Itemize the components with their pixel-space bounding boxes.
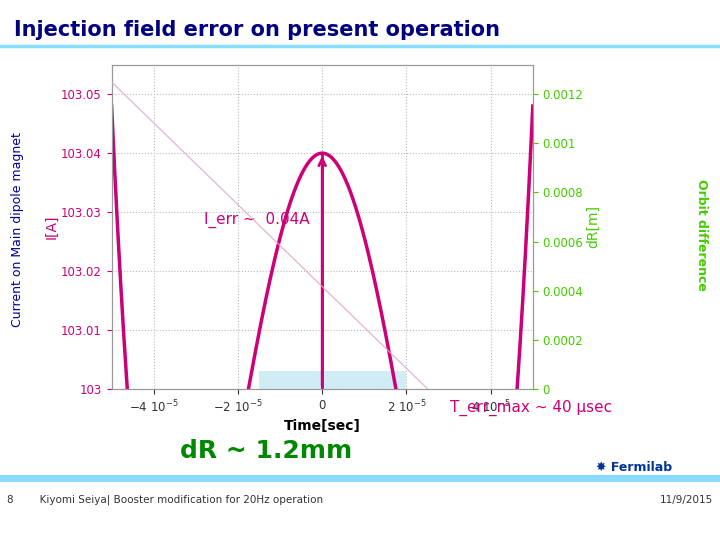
Text: Orbit difference: Orbit difference <box>696 179 708 291</box>
Bar <box>259 371 406 389</box>
Y-axis label: dR[m]: dR[m] <box>586 205 600 248</box>
Text: I_err ~  0.04A: I_err ~ 0.04A <box>204 212 310 228</box>
X-axis label: Time[sec]: Time[sec] <box>284 419 361 433</box>
Text: dR ~ 1.2mm: dR ~ 1.2mm <box>180 439 353 463</box>
Y-axis label: I[A]: I[A] <box>44 214 58 239</box>
Text: Current on Main dipole magnet: Current on Main dipole magnet <box>12 132 24 327</box>
Text: 8        Kiyomi Seiya| Booster modification for 20Hz operation: 8 Kiyomi Seiya| Booster modification for… <box>7 494 323 505</box>
Text: Injection field error on present operation: Injection field error on present operati… <box>14 19 500 40</box>
Text: 11/9/2015: 11/9/2015 <box>660 495 713 504</box>
Text: ✸ Fermilab: ✸ Fermilab <box>595 461 672 474</box>
Text: T_err_max ~ 40 μsec: T_err_max ~ 40 μsec <box>450 400 612 416</box>
